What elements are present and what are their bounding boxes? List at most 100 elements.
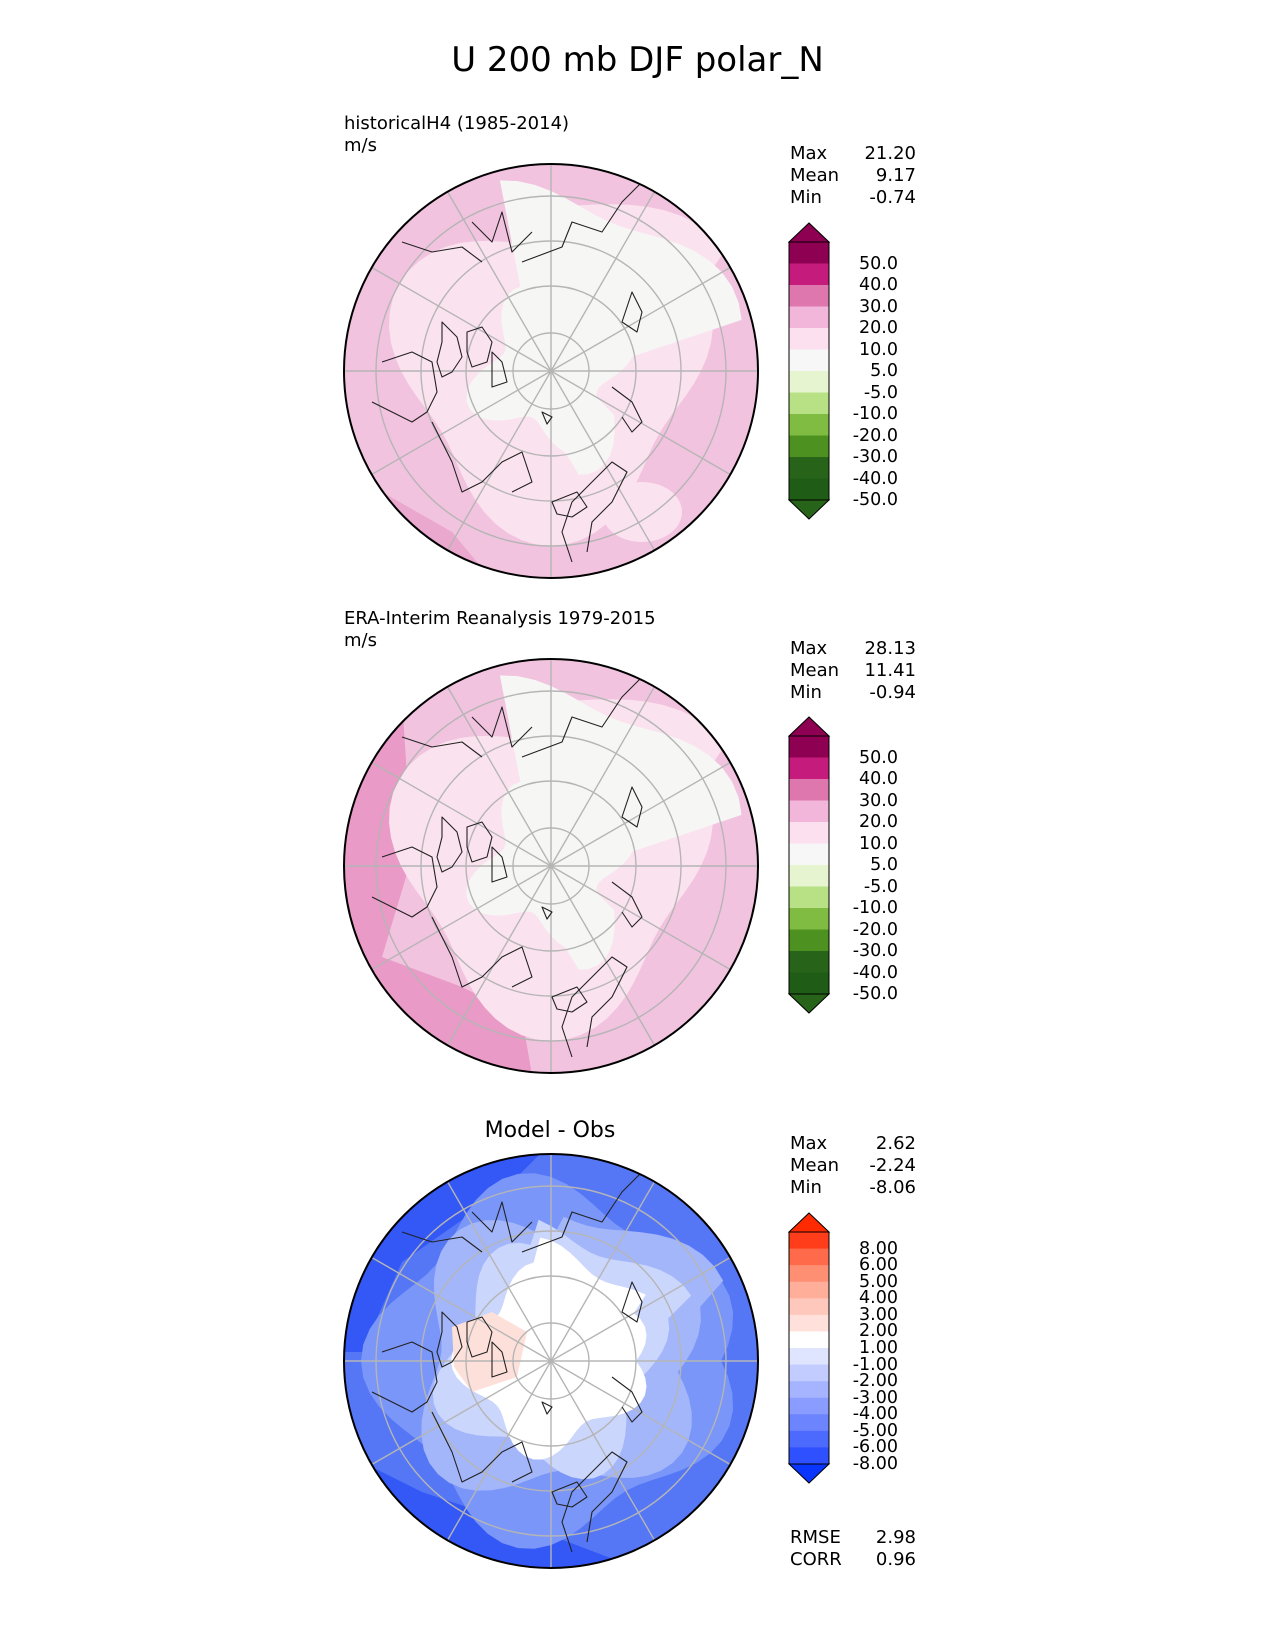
panel-title-diff: Model - Obs <box>484 1118 616 1143</box>
coastline <box>431 421 533 493</box>
colorbar-top-extend <box>788 222 831 243</box>
colorbar-diff <box>788 1212 831 1484</box>
colorbar-segment <box>789 285 829 307</box>
colorbar-tick-label: -1.00 <box>852 1354 898 1375</box>
error-metrics: RMSE 2.98 CORR 0.96 <box>790 1527 916 1571</box>
meridian-gridline <box>550 1360 658 1545</box>
colorbar-segment <box>789 1298 829 1316</box>
coastline <box>436 1311 463 1368</box>
field-contour-near-zero <box>451 1237 647 1460</box>
colorbar-top-extend <box>788 1212 831 1233</box>
stat-label: Min <box>790 187 822 208</box>
stat-value: -8.06 <box>869 1177 916 1198</box>
colorbar-tick-label: -5.0 <box>863 876 898 897</box>
colorbar-frame <box>788 735 830 995</box>
colorbar-segment <box>789 1397 829 1415</box>
colorbar-obs <box>788 716 831 1014</box>
stat-value: -2.24 <box>869 1155 916 1176</box>
colorbar-tick-label: 20.0 <box>859 318 898 338</box>
colorbar-segment <box>789 478 829 501</box>
meridian-gridline <box>550 865 658 1050</box>
colorbar-tick-label: -50.0 <box>852 984 898 1004</box>
colorbar-tick-label: 10.0 <box>859 339 898 360</box>
meridian-gridline <box>367 370 552 478</box>
colorbar-bottom-extend <box>788 993 831 1014</box>
coastline <box>471 1201 533 1243</box>
stat-row: Mean 11.41 <box>790 660 916 682</box>
coastline <box>431 916 533 988</box>
colorbar-tick-label: 3.00 <box>859 1304 898 1325</box>
coastline <box>491 351 508 388</box>
colorbar-segment <box>789 242 829 264</box>
colorbar-tick-label: 2.00 <box>859 1321 898 1342</box>
coastline <box>471 211 533 253</box>
colorbar-segment <box>789 736 829 758</box>
meridian-gridline <box>550 264 735 372</box>
stat-row: Max 28.13 <box>790 638 916 660</box>
colorbar-segment <box>789 779 829 801</box>
colorbar-segment <box>789 263 829 286</box>
coastline <box>561 956 628 1058</box>
colorbar-segment <box>789 886 829 909</box>
colorbar-segment <box>789 371 829 393</box>
coastline <box>436 321 463 378</box>
jet-core-region <box>344 697 532 1073</box>
colorbar-segment <box>789 349 829 372</box>
panel-model-name: historicalH4 (1985-2014) <box>344 113 570 134</box>
colorbar-segment <box>789 1248 829 1266</box>
colorbar-top-extend <box>788 716 831 737</box>
colorbar-tick-label: 8.00 <box>859 1238 898 1259</box>
stat-row: Min -0.94 <box>790 682 916 704</box>
colorbar-tick-label: -40.0 <box>852 962 898 983</box>
coastline <box>551 491 588 518</box>
metric-value: 2.98 <box>875 1527 916 1548</box>
map-boundary <box>343 163 759 579</box>
coastline <box>541 411 553 425</box>
colorbar-tick-label: 30.0 <box>859 296 898 317</box>
coastline <box>621 291 643 333</box>
colorbar-frame <box>788 1231 830 1465</box>
colorbar-segment <box>789 800 829 823</box>
coastline <box>611 386 643 433</box>
meridian-gridline <box>367 759 552 867</box>
colorbar-segment <box>789 865 829 887</box>
stat-row: Max 21.20 <box>790 143 916 165</box>
colorbar-model <box>788 222 831 520</box>
figure-title: U 200 mb DJF polar_N <box>451 40 824 80</box>
stat-label: Max <box>790 1133 828 1154</box>
meridian-gridline <box>444 187 552 372</box>
colorbar-segment <box>789 414 829 436</box>
map-boundary <box>343 1153 759 1569</box>
stat-value: 11.41 <box>864 660 916 681</box>
polar-map-diff <box>343 1153 759 1569</box>
colorbar-tick-label: -20.0 <box>852 425 898 446</box>
colorbar-segment <box>789 1232 829 1250</box>
panel-model-units: m/s <box>344 135 377 156</box>
stat-label: Min <box>790 682 822 703</box>
coastline <box>551 1481 588 1508</box>
meridian-gridline <box>550 1360 735 1468</box>
colorbar-segment <box>789 1381 829 1399</box>
colorbar-tick-label: 5.0 <box>870 855 898 875</box>
colorbar-segment <box>789 908 829 930</box>
colorbar-segment <box>789 1364 829 1382</box>
meridian-gridline <box>444 865 552 1050</box>
colorbar-segment <box>789 951 829 973</box>
stat-value: 2.62 <box>875 1133 916 1154</box>
coastline <box>491 846 508 883</box>
stat-value: -0.94 <box>869 682 916 703</box>
panel-obs-name: ERA-Interim Reanalysis 1979-2015 <box>344 608 656 629</box>
colorbar-tick-label: -40.0 <box>852 468 898 489</box>
meridian-gridline <box>550 1254 735 1362</box>
meridian-gridline <box>550 370 658 555</box>
meridian-gridline <box>367 1360 552 1468</box>
coastline <box>466 821 493 863</box>
stat-label: Max <box>790 638 828 659</box>
meridian-gridline <box>367 1254 552 1362</box>
colorbar-tick-label: -3.00 <box>852 1387 898 1408</box>
coastline <box>401 736 483 758</box>
stat-value: 28.13 <box>864 638 916 659</box>
stat-value: 9.17 <box>875 165 916 186</box>
coastline <box>436 816 463 873</box>
colorbar-segment <box>789 843 829 866</box>
